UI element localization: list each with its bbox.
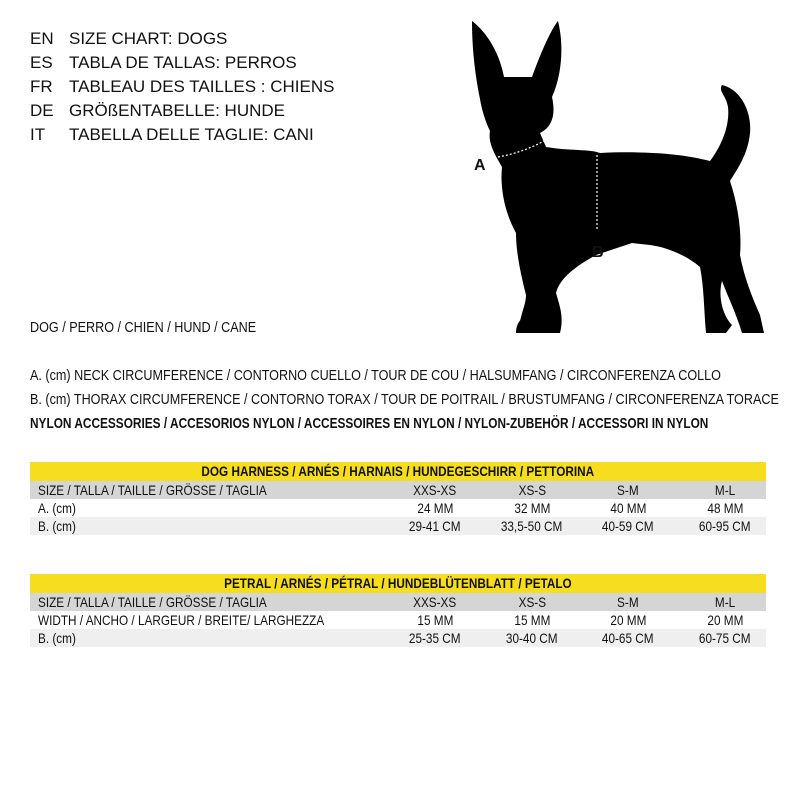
table-row: B. (cm) 25-35 CM 30-40 CM 40-65 CM 60-75… (30, 629, 766, 647)
label-a: A (474, 157, 486, 174)
table-row: WIDTH / ANCHO / LARGEUR / BREITE/ LARGHE… (38, 612, 743, 628)
table-header-row: SIZE / TALLA / TAILLE / GRÖSSE / TAGLIA … (30, 481, 766, 499)
dog-silhouette (472, 21, 764, 333)
legend-b: B. (cm) THORAX CIRCUMFERENCE / CONTORNO … (30, 391, 779, 408)
label-b: B (592, 244, 604, 261)
dog-harness-table: DOG HARNESS / ARNÉS / HARNAIS / HUNDEGES… (30, 462, 766, 535)
table-title: PETRAL / ARNÉS / PÉTRAL / HUNDEBLÜTENBLA… (30, 574, 766, 593)
neck-measure-line (497, 132, 557, 158)
category-line: NYLON ACCESSORIES / ACCESORIOS NYLON / A… (30, 415, 709, 432)
table-header-row: SIZE / TALLA / TAILLE / GRÖSSE / TAGLIA … (30, 593, 766, 611)
table-row: B. (cm) 29-41 CM 33,5-50 CM 40-59 CM 60-… (30, 517, 766, 535)
table-row: A. (cm) 24 MM 32 MM 40 MM 48 MM (38, 500, 743, 516)
dog-silhouette-diagram (472, 21, 764, 333)
petral-table: PETRAL / ARNÉS / PÉTRAL / HUNDEBLÜTENBLA… (30, 574, 766, 647)
legend-a: A. (cm) NECK CIRCUMFERENCE / CONTORNO CU… (30, 367, 721, 384)
animal-line: DOG / PERRO / CHIEN / HUND / CANE (30, 319, 257, 336)
table-title: DOG HARNESS / ARNÉS / HARNAIS / HUNDEGES… (30, 462, 766, 481)
